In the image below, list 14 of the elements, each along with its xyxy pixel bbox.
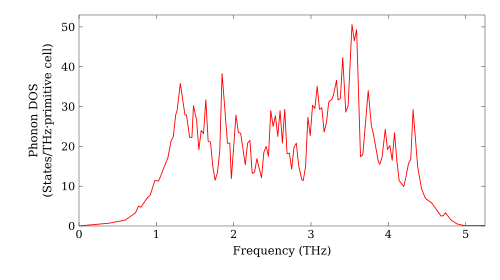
x-tick-label: 4 xyxy=(385,230,392,238)
y-tick-label: 40 xyxy=(61,62,74,71)
y-tick-label: 0 xyxy=(68,222,74,230)
y-tick-label: 20 xyxy=(62,142,74,151)
x-tick-label: 0 xyxy=(76,230,82,238)
x-tick-label: 3 xyxy=(308,230,314,238)
y-axis-title: Phonon DOS (States/THz·primitive cell) xyxy=(28,44,54,197)
x-tick-label: 2 xyxy=(230,230,236,238)
x-axis-title: Frequency (THz) xyxy=(233,246,330,257)
y-tick-label: 30 xyxy=(62,102,74,111)
x-tick-label: 1 xyxy=(154,230,158,238)
y-tick-label: 10 xyxy=(62,182,74,190)
x-tick-label: 5 xyxy=(463,230,468,238)
y-tick-label: 50 xyxy=(62,22,74,32)
